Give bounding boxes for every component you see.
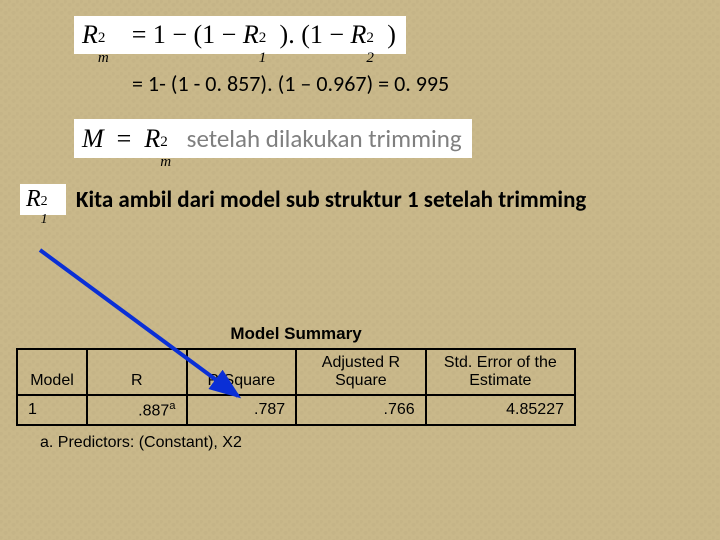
r1-squared-symbol: R21: [20, 184, 66, 215]
cell-adjr: .766: [296, 395, 426, 425]
equation-numeric: = 1- (1 - 0. 857). (1 – 0.967) = 0. 995: [132, 70, 704, 97]
model-summary-table: Model R R Square Adjusted R Square Std. …: [16, 348, 576, 426]
table-footnote: a. Predictors: (Constant), X2: [40, 434, 576, 452]
table-title: Model Summary: [16, 324, 576, 344]
col-model: Model: [17, 349, 87, 395]
col-r: R: [87, 349, 187, 395]
equation-m-definition: M = R2m setelah dilakukan trimming: [74, 119, 472, 158]
model-summary-block: Model Summary Model R R Square Adjusted …: [16, 324, 576, 452]
cell-se: 4.85227: [426, 395, 575, 425]
col-se: Std. Error of the Estimate: [426, 349, 575, 395]
equation-rm-squared: R2m = 1 − (1 − R21). (1 − R22): [74, 16, 406, 54]
col-adjr: Adjusted R Square: [296, 349, 426, 395]
r1-note-row: R21 Kita ambil dari model sub struktur 1…: [16, 184, 704, 215]
eq3-label: setelah dilakukan trimming: [181, 123, 462, 154]
col-rsquare: R Square: [187, 349, 297, 395]
cell-model: 1: [17, 395, 87, 425]
eq1-lhs-var: R: [82, 20, 98, 49]
cell-r: .887a: [87, 395, 187, 425]
cell-rsq: .787: [187, 395, 297, 425]
r1-note-text: Kita ambil dari model sub struktur 1 set…: [76, 186, 586, 214]
table-header-row: Model R R Square Adjusted R Square Std. …: [17, 349, 575, 395]
table-row: 1 .887a .787 .766 4.85227: [17, 395, 575, 425]
